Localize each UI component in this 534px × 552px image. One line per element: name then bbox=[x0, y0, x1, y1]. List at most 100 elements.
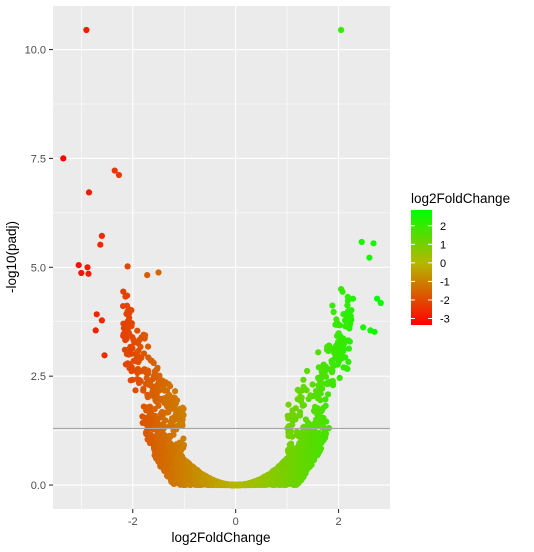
data-point bbox=[179, 404, 186, 411]
y-axis-ticks: 0.0 2.5 5.0 7.5 10.0 bbox=[25, 45, 53, 492]
data-point bbox=[370, 240, 377, 247]
data-point bbox=[151, 444, 158, 451]
data-point bbox=[150, 359, 157, 367]
data-point bbox=[85, 270, 92, 277]
data-point bbox=[124, 308, 131, 315]
data-point bbox=[165, 439, 172, 446]
data-point bbox=[154, 416, 161, 423]
data-point bbox=[318, 406, 326, 413]
data-point bbox=[175, 422, 182, 429]
data-point bbox=[333, 332, 341, 339]
data-point bbox=[345, 358, 352, 365]
legend-label: -1 bbox=[440, 276, 450, 288]
data-point bbox=[300, 376, 307, 383]
data-point bbox=[157, 445, 164, 452]
data-point bbox=[331, 355, 338, 362]
data-point bbox=[302, 455, 309, 462]
data-point bbox=[126, 332, 134, 339]
data-point bbox=[347, 312, 354, 320]
legend-colorbar bbox=[411, 210, 432, 325]
data-point bbox=[166, 422, 173, 429]
data-point bbox=[171, 401, 178, 409]
data-point bbox=[148, 435, 156, 442]
data-point bbox=[349, 295, 357, 302]
data-point bbox=[146, 403, 154, 410]
data-point bbox=[128, 368, 135, 375]
data-point bbox=[304, 367, 311, 375]
data-point bbox=[333, 316, 340, 323]
data-point bbox=[206, 479, 214, 486]
data-point bbox=[159, 412, 166, 419]
data-point bbox=[172, 388, 179, 395]
data-point bbox=[123, 302, 131, 309]
data-point bbox=[329, 302, 336, 309]
data-point bbox=[315, 349, 322, 356]
data-point bbox=[140, 350, 148, 357]
data-point bbox=[310, 421, 317, 428]
data-point bbox=[309, 448, 316, 455]
y-tick-label: 7.5 bbox=[31, 153, 46, 165]
data-point bbox=[161, 449, 169, 456]
data-point bbox=[322, 402, 329, 409]
data-point bbox=[98, 317, 105, 324]
data-point bbox=[286, 458, 294, 465]
data-point bbox=[162, 417, 169, 424]
data-point bbox=[360, 324, 367, 331]
data-point bbox=[151, 406, 158, 413]
data-point bbox=[125, 317, 132, 324]
data-point bbox=[317, 422, 324, 429]
y-axis-title: -log10(padj) bbox=[4, 221, 19, 293]
x-tick-label: -2 bbox=[128, 516, 138, 528]
data-point bbox=[316, 447, 323, 454]
data-point bbox=[296, 440, 303, 447]
data-point bbox=[171, 416, 178, 423]
data-point bbox=[294, 459, 301, 466]
legend: log2FoldChange 2 1 0 -1 -2 -3 bbox=[411, 191, 510, 326]
legend-title: log2FoldChange bbox=[411, 191, 510, 206]
major-gridlines bbox=[53, 6, 390, 509]
legend-label: 2 bbox=[440, 221, 446, 233]
data-point bbox=[231, 481, 238, 489]
data-point bbox=[132, 387, 139, 394]
data-point bbox=[326, 366, 333, 373]
data-point bbox=[131, 339, 138, 346]
data-point bbox=[134, 376, 141, 383]
data-point bbox=[98, 232, 105, 239]
data-point bbox=[84, 264, 91, 271]
data-point bbox=[289, 444, 296, 451]
data-point bbox=[280, 463, 287, 470]
data-point bbox=[142, 418, 149, 425]
data-point bbox=[285, 415, 292, 422]
data-point bbox=[180, 435, 187, 442]
data-point bbox=[377, 299, 384, 307]
data-point bbox=[314, 405, 321, 412]
data-point bbox=[331, 350, 338, 357]
data-point bbox=[302, 416, 309, 423]
legend-label: -2 bbox=[440, 295, 450, 307]
data-point bbox=[149, 389, 156, 396]
data-point bbox=[200, 479, 208, 486]
data-point bbox=[202, 472, 209, 480]
data-point bbox=[177, 474, 184, 481]
data-point bbox=[344, 302, 351, 309]
minor-gridlines bbox=[53, 6, 390, 509]
x-tick-label: 0 bbox=[233, 516, 239, 528]
y-tick-label: 0.0 bbox=[31, 480, 46, 492]
data-point bbox=[169, 475, 176, 482]
data-point bbox=[322, 431, 329, 438]
data-point bbox=[185, 481, 192, 488]
data-point bbox=[134, 327, 141, 334]
data-point bbox=[97, 241, 104, 248]
legend-label: 0 bbox=[440, 258, 446, 270]
data-point bbox=[277, 476, 285, 483]
x-axis-title: log2FoldChange bbox=[171, 530, 270, 545]
data-point bbox=[290, 481, 297, 488]
data-point bbox=[342, 316, 349, 323]
data-point bbox=[120, 288, 127, 295]
y-tick-label: 2.5 bbox=[31, 371, 46, 383]
data-point bbox=[358, 238, 365, 246]
data-point bbox=[338, 26, 345, 34]
data-point bbox=[311, 428, 318, 435]
data-point bbox=[273, 467, 280, 474]
